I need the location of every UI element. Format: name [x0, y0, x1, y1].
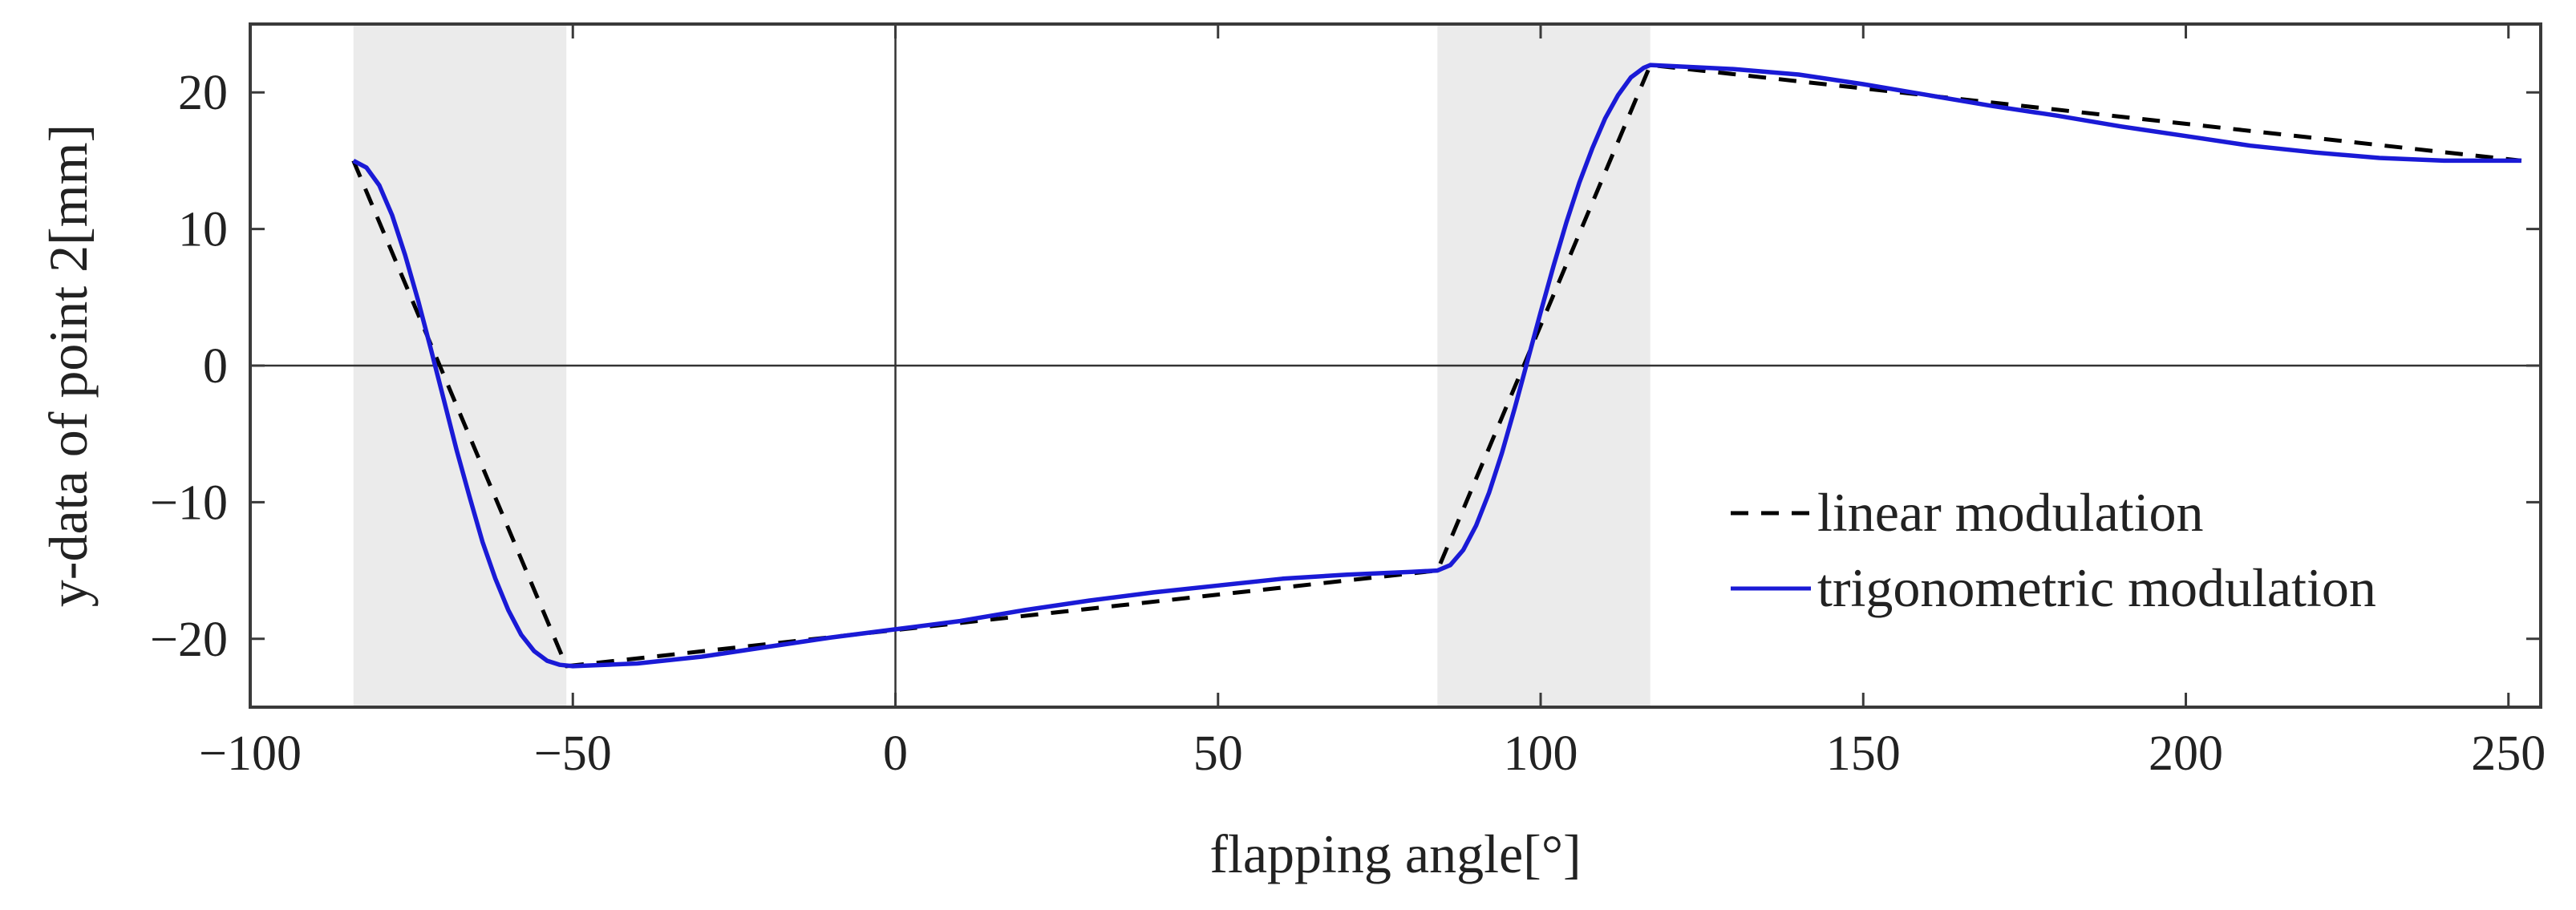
y-tick-label: 20: [178, 66, 228, 120]
y-tick-label: 10: [178, 203, 228, 257]
series-line-trigonometric: [352, 63, 2521, 669]
x-tick-label: 200: [2149, 726, 2223, 781]
y-tick-label: −20: [150, 613, 228, 667]
y-tick-labels: −20 −10 0 10 20: [150, 66, 228, 667]
x-tick-label: 150: [1826, 726, 1901, 781]
x-tick-label: −50: [534, 726, 612, 781]
x-tick-label: 50: [1193, 726, 1243, 781]
x-tick-labels: −100 −50 0 50 100 150 200 250: [199, 726, 2546, 781]
y-tick-label: 0: [203, 339, 228, 394]
x-axis-label: flapping angle[°]: [1209, 823, 1581, 884]
y-tick-label: −10: [150, 475, 228, 530]
series-lines: [351, 63, 2522, 669]
x-tick-label: −100: [199, 726, 302, 781]
x-tick-label: 0: [883, 726, 908, 781]
x-tick-label: 250: [2471, 726, 2546, 781]
legend-label-linear: linear modulation: [1817, 482, 2204, 543]
axis-ticks: [249, 24, 2541, 707]
legend: linear modulation trigonometric modulati…: [1731, 482, 2376, 618]
x-tick-label: 100: [1504, 726, 1578, 781]
legend-label-trigonometric: trigonometric modulation: [1817, 557, 2376, 618]
zero-lines: [250, 24, 2541, 707]
y-axis-label: y-data of point 2[mm]: [38, 124, 99, 607]
